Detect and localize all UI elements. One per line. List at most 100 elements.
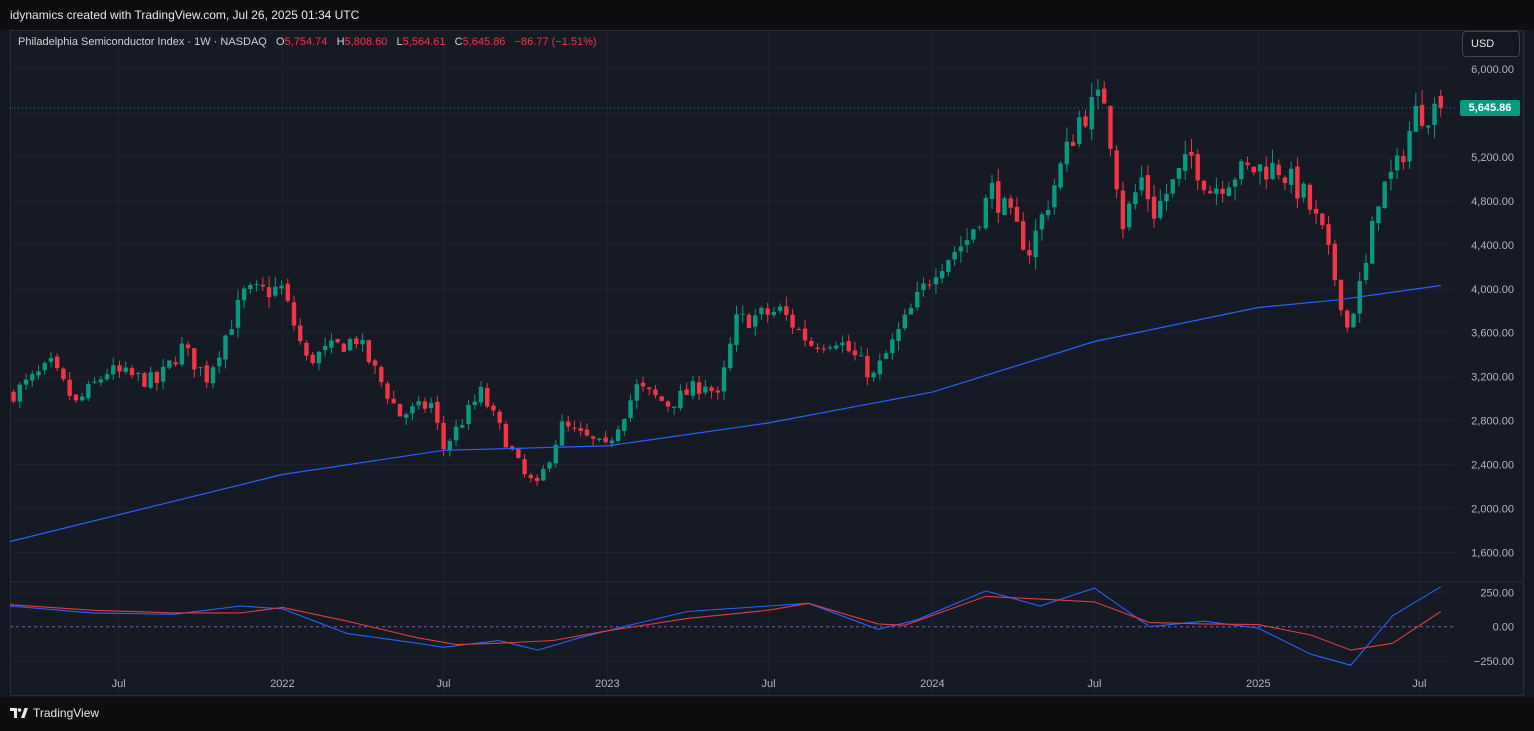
osc-y-tick-label: 0.00: [1493, 622, 1514, 634]
candle-body: [1282, 177, 1288, 184]
candle-body: [659, 396, 664, 401]
candle-body: [696, 382, 702, 394]
x-tick-label: 2022: [270, 678, 294, 690]
candle-body: [883, 353, 889, 360]
candle-body: [416, 401, 421, 406]
candle-body: [516, 448, 521, 458]
candle-body: [615, 429, 621, 441]
candle-body: [48, 358, 54, 363]
y-tick-label: 2,400.00: [1471, 460, 1514, 472]
y-tick-label: 1,600.00: [1471, 548, 1514, 560]
candle-body: [422, 401, 428, 409]
candle-body: [1052, 185, 1057, 208]
candle-body: [497, 411, 502, 423]
candle-body: [728, 343, 733, 369]
chart-caption: idynamics created with TradingView.com, …: [10, 8, 360, 22]
candle-body: [534, 477, 540, 482]
candle-body: [715, 390, 721, 393]
candle-body: [977, 226, 982, 228]
candle-body: [117, 365, 122, 372]
candle-body: [217, 357, 222, 367]
candle-body: [154, 371, 160, 383]
candle-body: [285, 283, 290, 301]
candle-body: [241, 288, 247, 301]
candle-body: [964, 240, 970, 245]
candle-body: [834, 345, 839, 349]
candle-body: [1045, 209, 1051, 216]
candle-body: [111, 365, 116, 375]
y-tick-label: 6,000.00: [1471, 64, 1514, 76]
candle-body: [403, 414, 409, 418]
candle-body: [304, 342, 309, 356]
candle-body: [927, 284, 932, 286]
candle-body: [771, 311, 777, 316]
high-label: H: [336, 36, 345, 48]
candle-body: [30, 373, 35, 381]
candle-body: [1369, 220, 1375, 264]
candle-body: [653, 389, 658, 396]
candle-body: [372, 360, 378, 366]
candle-body: [179, 343, 185, 365]
candle-body: [1363, 262, 1369, 280]
candle-body: [1133, 192, 1138, 204]
y-tick-label: 5,200.00: [1471, 152, 1514, 164]
candle-body: [865, 356, 870, 378]
candle-body: [42, 362, 47, 371]
candle-body: [248, 285, 253, 289]
chart-frame[interactable]: [10, 30, 1524, 696]
candle-body: [354, 338, 359, 345]
open-label: O: [276, 36, 285, 48]
candle-body: [1438, 95, 1443, 108]
y-tick-label: 4,400.00: [1471, 240, 1514, 252]
candle-body: [908, 308, 914, 315]
candle-body: [721, 367, 727, 392]
candle-body: [921, 283, 926, 291]
candle-body: [1027, 250, 1032, 256]
x-tick-label: Jul: [762, 678, 776, 690]
candle-body: [815, 347, 820, 350]
candle-body: [634, 384, 639, 401]
x-tick-label: Jul: [112, 678, 126, 690]
candle-body: [223, 335, 228, 360]
candle-body: [989, 182, 995, 199]
oscillator-slow-line: [9, 595, 1442, 651]
candle-body: [1145, 174, 1151, 200]
candle-body: [1220, 188, 1225, 194]
candle-body: [1083, 116, 1088, 127]
candle-body: [896, 329, 901, 342]
candle-body: [98, 379, 104, 383]
candle-body: [279, 285, 284, 289]
candle-body: [952, 251, 957, 260]
candle-body: [1338, 279, 1344, 311]
candle-body: [1064, 141, 1070, 165]
candle-body: [210, 367, 216, 384]
candle-body: [61, 368, 66, 380]
candle-body: [971, 229, 976, 240]
candle-body: [1288, 168, 1294, 185]
candle-body: [335, 339, 340, 343]
currency-button[interactable]: USD: [1462, 31, 1520, 57]
candle-body: [1413, 105, 1419, 132]
candle-body: [86, 384, 91, 399]
candle-body: [1114, 150, 1119, 190]
candle-body: [485, 387, 490, 407]
candle-body: [1376, 206, 1381, 224]
candle-body: [671, 406, 677, 408]
candle-body: [173, 362, 178, 365]
moving-average-line: [9, 284, 1441, 543]
candle-body: [1264, 166, 1269, 180]
tradingview-logo[interactable]: TradingView: [10, 706, 99, 720]
candle-body: [1401, 156, 1406, 163]
candle-body: [428, 403, 434, 409]
candle-body: [784, 306, 789, 316]
candle-body: [410, 406, 415, 414]
candle-body: [104, 374, 110, 380]
candle-body: [809, 340, 814, 346]
candle-body: [67, 379, 72, 396]
candle-body: [983, 197, 988, 229]
candle-body: [559, 421, 565, 446]
candle-body: [1295, 166, 1300, 199]
y-tick-label: 4,800.00: [1471, 196, 1514, 208]
candle-body: [1232, 179, 1238, 187]
